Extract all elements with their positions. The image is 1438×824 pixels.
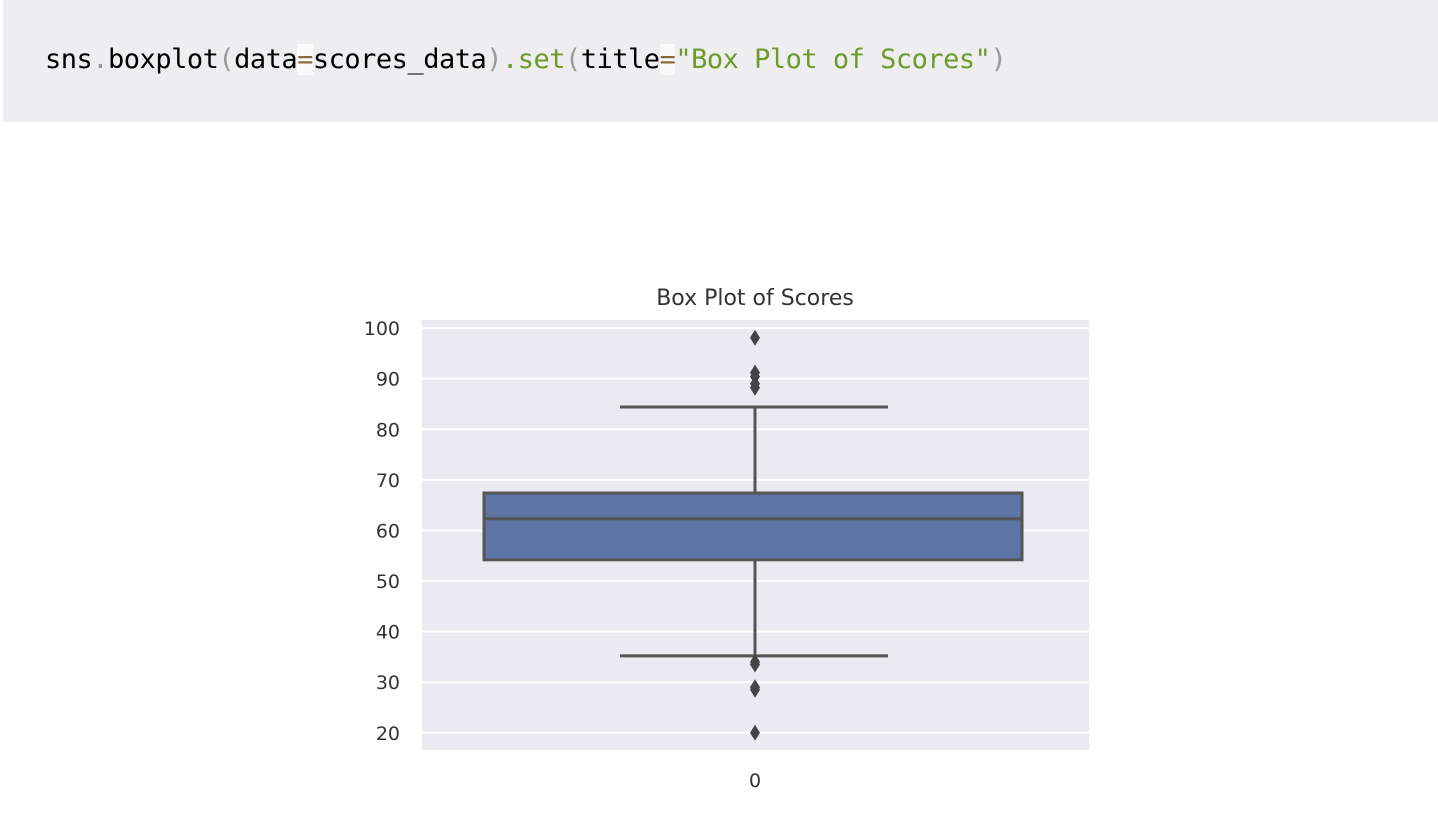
outlier-point (750, 656, 760, 673)
outlier-point (750, 724, 760, 741)
code-token: = (297, 44, 313, 75)
code-token: data (234, 44, 298, 75)
code-token: ( (218, 44, 235, 75)
y-tick-label: 80 (376, 419, 400, 441)
y-tick-label: 90 (376, 369, 400, 391)
outlier-point (750, 329, 760, 346)
code-token: boxplot (108, 44, 219, 75)
outlier-point (750, 681, 760, 698)
y-tick-label: 100 (364, 318, 400, 340)
outlier-point (750, 379, 760, 396)
code-token: ) (990, 44, 1007, 75)
code-token: .set (501, 44, 566, 75)
chart-title: Box Plot of Scores (656, 286, 854, 311)
y-tick-label: 50 (376, 571, 400, 593)
y-tick-label: 70 (376, 470, 400, 492)
box (482, 491, 1024, 562)
code-token: title (580, 44, 660, 75)
code-token: scores_data (312, 44, 487, 75)
y-tick-label: 60 (376, 520, 400, 542)
x-tick-label: 0 (749, 770, 761, 792)
code-token: "Box Plot of Scores" (675, 44, 991, 75)
code-token: sns (45, 44, 93, 75)
code-token: = (659, 44, 676, 75)
code-cell[interactable]: sns.boxplot(data=scores_data).set(title=… (3, 0, 1438, 122)
y-tick-label: 40 (376, 622, 400, 644)
y-tick-label: 30 (376, 672, 400, 694)
code-token: . (92, 44, 109, 75)
code-token: ) (486, 44, 502, 75)
code-token: ( (565, 44, 581, 75)
code-line: sns.boxplot(data=scores_data).set(title=… (45, 44, 1007, 75)
y-tick-label: 20 (376, 723, 400, 745)
